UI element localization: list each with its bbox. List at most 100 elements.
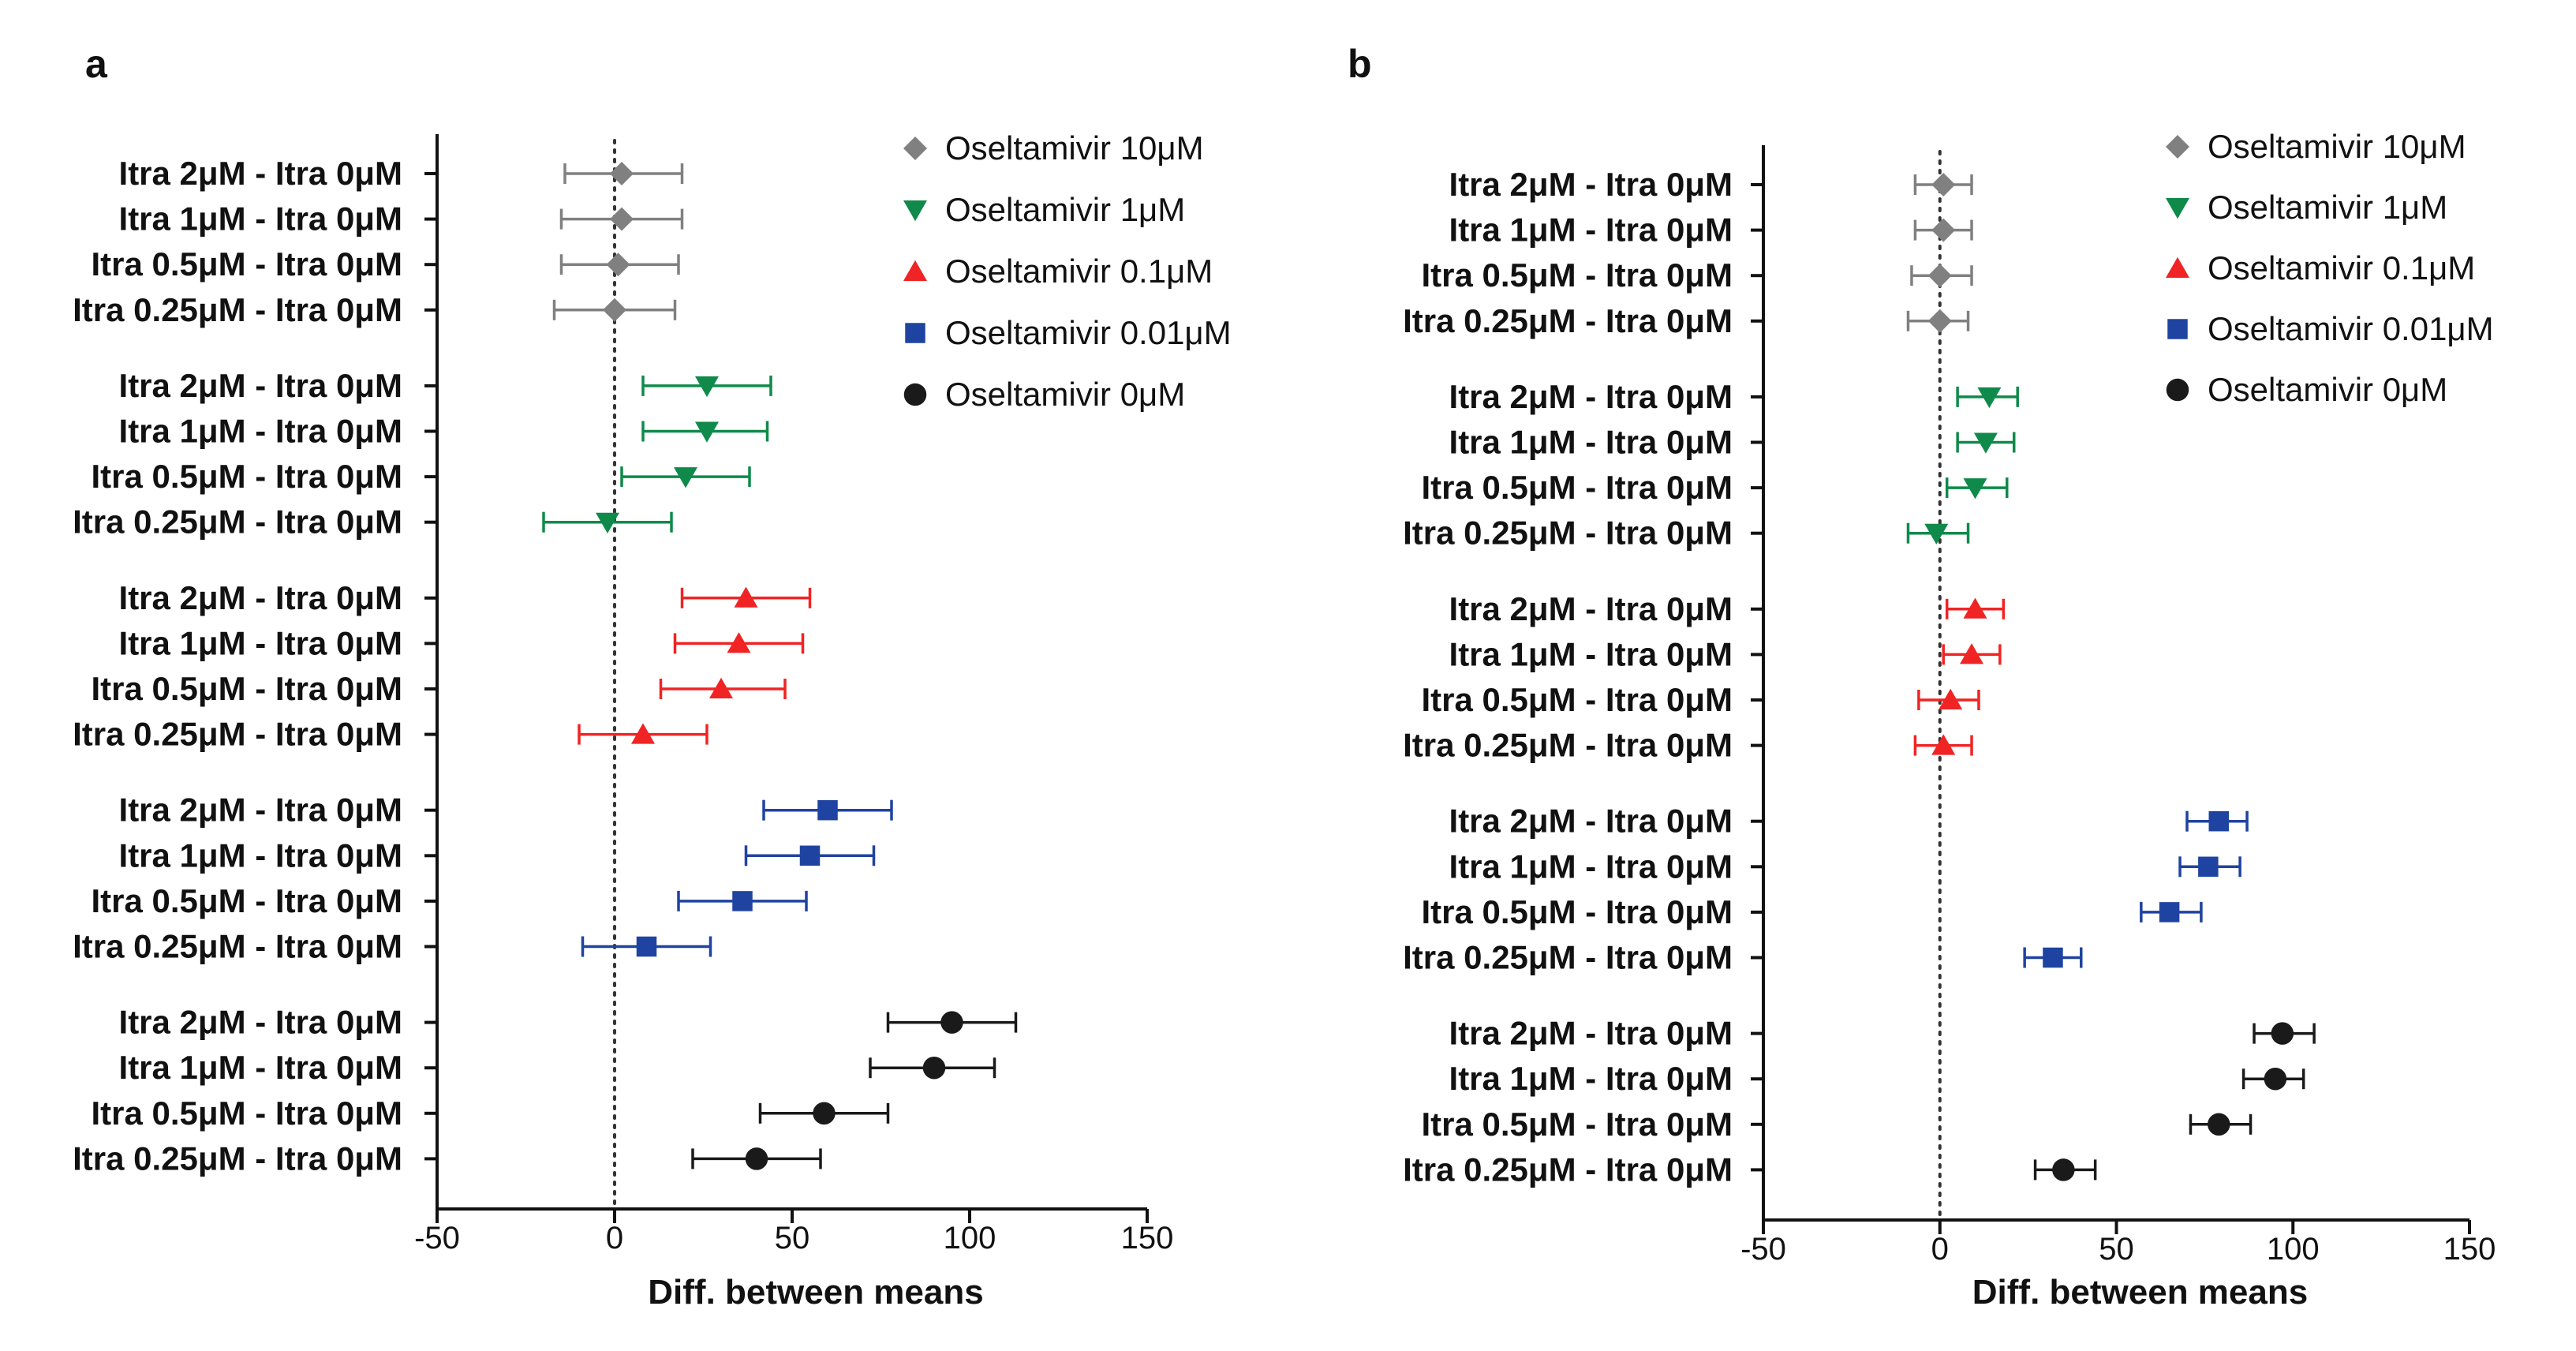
category-label: Itra 1μM - Itra 0μM [1449,1060,1733,1097]
x-tick-label: 0 [606,1221,623,1256]
category-label: Itra 0.5μM - Itra 0μM [92,458,403,495]
data-point [695,421,719,443]
category-label: Itra 1μM - Itra 0μM [1449,211,1733,249]
category-label: Itra 0.25μM - Itra 0μM [73,716,402,753]
data-point [2043,947,2063,968]
category-label: Itra 1μM - Itra 0μM [1449,848,1733,885]
x-tick-label: -50 [414,1221,460,1256]
data-point [732,891,753,911]
data-point [610,207,634,231]
data-point [695,376,719,398]
data-point [745,1147,768,1170]
x-tick-label: 150 [1121,1221,1174,1256]
category-label: Itra 2μM - Itra 0μM [1449,378,1733,415]
x-axis-title: Diff. between means [1972,1273,2308,1312]
category-label: Itra 1μM - Itra 0μM [119,624,402,661]
category-label: Itra 1μM - Itra 0μM [119,1049,402,1086]
data-point [1973,432,1998,454]
category-label: Itra 1μM - Itra 0μM [1449,424,1733,461]
legend-marker [2167,319,2188,339]
category-label: Itra 0.25μM - Itra 0μM [73,1140,402,1177]
data-point [2052,1158,2075,1181]
x-tick-label: 50 [2099,1232,2134,1267]
data-point [1927,309,1952,333]
data-point [2198,856,2219,878]
category-label: Itra 2μM - Itra 0μM [119,367,402,404]
data-point [631,723,655,744]
data-point [1931,734,1956,755]
category-label: Itra 0.25μM - Itra 0μM [1403,515,1733,552]
category-label: Itra 1μM - Itra 0μM [119,200,402,238]
category-label: Itra 0.5μM - Itra 0μM [92,1095,403,1132]
data-point [2208,1113,2230,1136]
x-tick-label: 150 [2443,1232,2496,1267]
legend-label: Oseltamivir 0μM [2208,371,2447,408]
legend-marker [903,200,927,222]
legend-label: Oseltamivir 10μM [945,129,1204,167]
legend-label: Oseltamivir 10μM [2208,128,2466,165]
data-point [603,298,626,322]
data-point [1924,523,1949,545]
x-tick-label: 100 [944,1221,996,1256]
category-label: Itra 1μM - Itra 0μM [1449,635,1733,672]
x-axis-title: Diff. between means [648,1273,983,1312]
category-label: Itra 0.25μM - Itra 0μM [1403,302,1733,339]
category-label: Itra 0.25μM - Itra 0μM [73,291,402,328]
data-point [734,586,758,608]
data-point [1963,478,1987,500]
data-point [1931,218,1956,242]
data-point [2264,1067,2287,1091]
category-label: Itra 2μM - Itra 0μM [119,792,402,829]
panel-letter: b [1348,42,1372,86]
category-label: Itra 0.5μM - Itra 0μM [1422,469,1733,506]
legend-label: Oseltamivir 1μM [945,191,1185,228]
legend-label: Oseltamivir 0μM [945,376,1185,413]
category-label: Itra 0.5μM - Itra 0μM [92,670,403,707]
legend-label: Oseltamivir 0.1μM [2208,249,2475,286]
data-point [727,632,751,653]
legend-label: Oseltamivir 0.1μM [945,253,1213,290]
data-point [1977,387,2002,409]
category-label: Itra 1μM - Itra 0μM [119,836,402,874]
data-point [636,936,657,957]
legend-marker [2166,198,2189,219]
x-tick-label: 0 [1931,1232,1949,1267]
legend-marker [903,260,927,281]
category-label: Itra 0.25μM - Itra 0μM [1403,727,1733,764]
data-point [799,845,821,866]
category-label: Itra 2μM - Itra 0μM [1449,166,1733,203]
category-label: Itra 2μM - Itra 0μM [1449,803,1733,840]
category-label: Itra 2μM - Itra 0μM [1449,1015,1733,1052]
data-point [1960,643,1984,664]
data-point [2208,810,2230,832]
category-label: Itra 0.25μM - Itra 0μM [73,928,402,965]
data-point [2159,902,2180,922]
legend-label: Oseltamivir 0.01μM [2208,310,2494,347]
category-label: Itra 2μM - Itra 0μM [119,1004,402,1041]
data-point [817,799,838,821]
category-label: Itra 0.5μM - Itra 0μM [92,882,403,919]
category-label: Itra 0.25μM - Itra 0μM [1403,1151,1733,1188]
legend-label: Oseltamivir 1μM [2208,189,2447,226]
legend-marker [903,383,927,406]
x-tick-label: -50 [1740,1232,1786,1267]
category-label: Itra 2μM - Itra 0μM [119,579,402,616]
data-point [2271,1022,2294,1045]
panel-b: b -50 0 50 100 150 Diff. between means Itra 2μM… [1348,42,2496,1312]
panel-letter: a [85,42,108,86]
data-point [674,467,697,488]
legend-marker [2166,256,2189,278]
data-point [596,512,619,533]
x-tick-label: 100 [2267,1232,2320,1267]
data-point [813,1102,836,1125]
data-point [922,1056,946,1080]
category-label: Itra 1μM - Itra 0μM [119,413,402,450]
legend-marker [2166,135,2189,159]
legend-marker [903,137,927,160]
category-label: Itra 0.5μM - Itra 0μM [1422,893,1733,930]
category-label: Itra 0.5μM - Itra 0μM [92,245,403,283]
legend-marker [2166,378,2189,402]
category-label: Itra 0.5μM - Itra 0μM [1422,681,1733,718]
data-point [606,253,630,277]
